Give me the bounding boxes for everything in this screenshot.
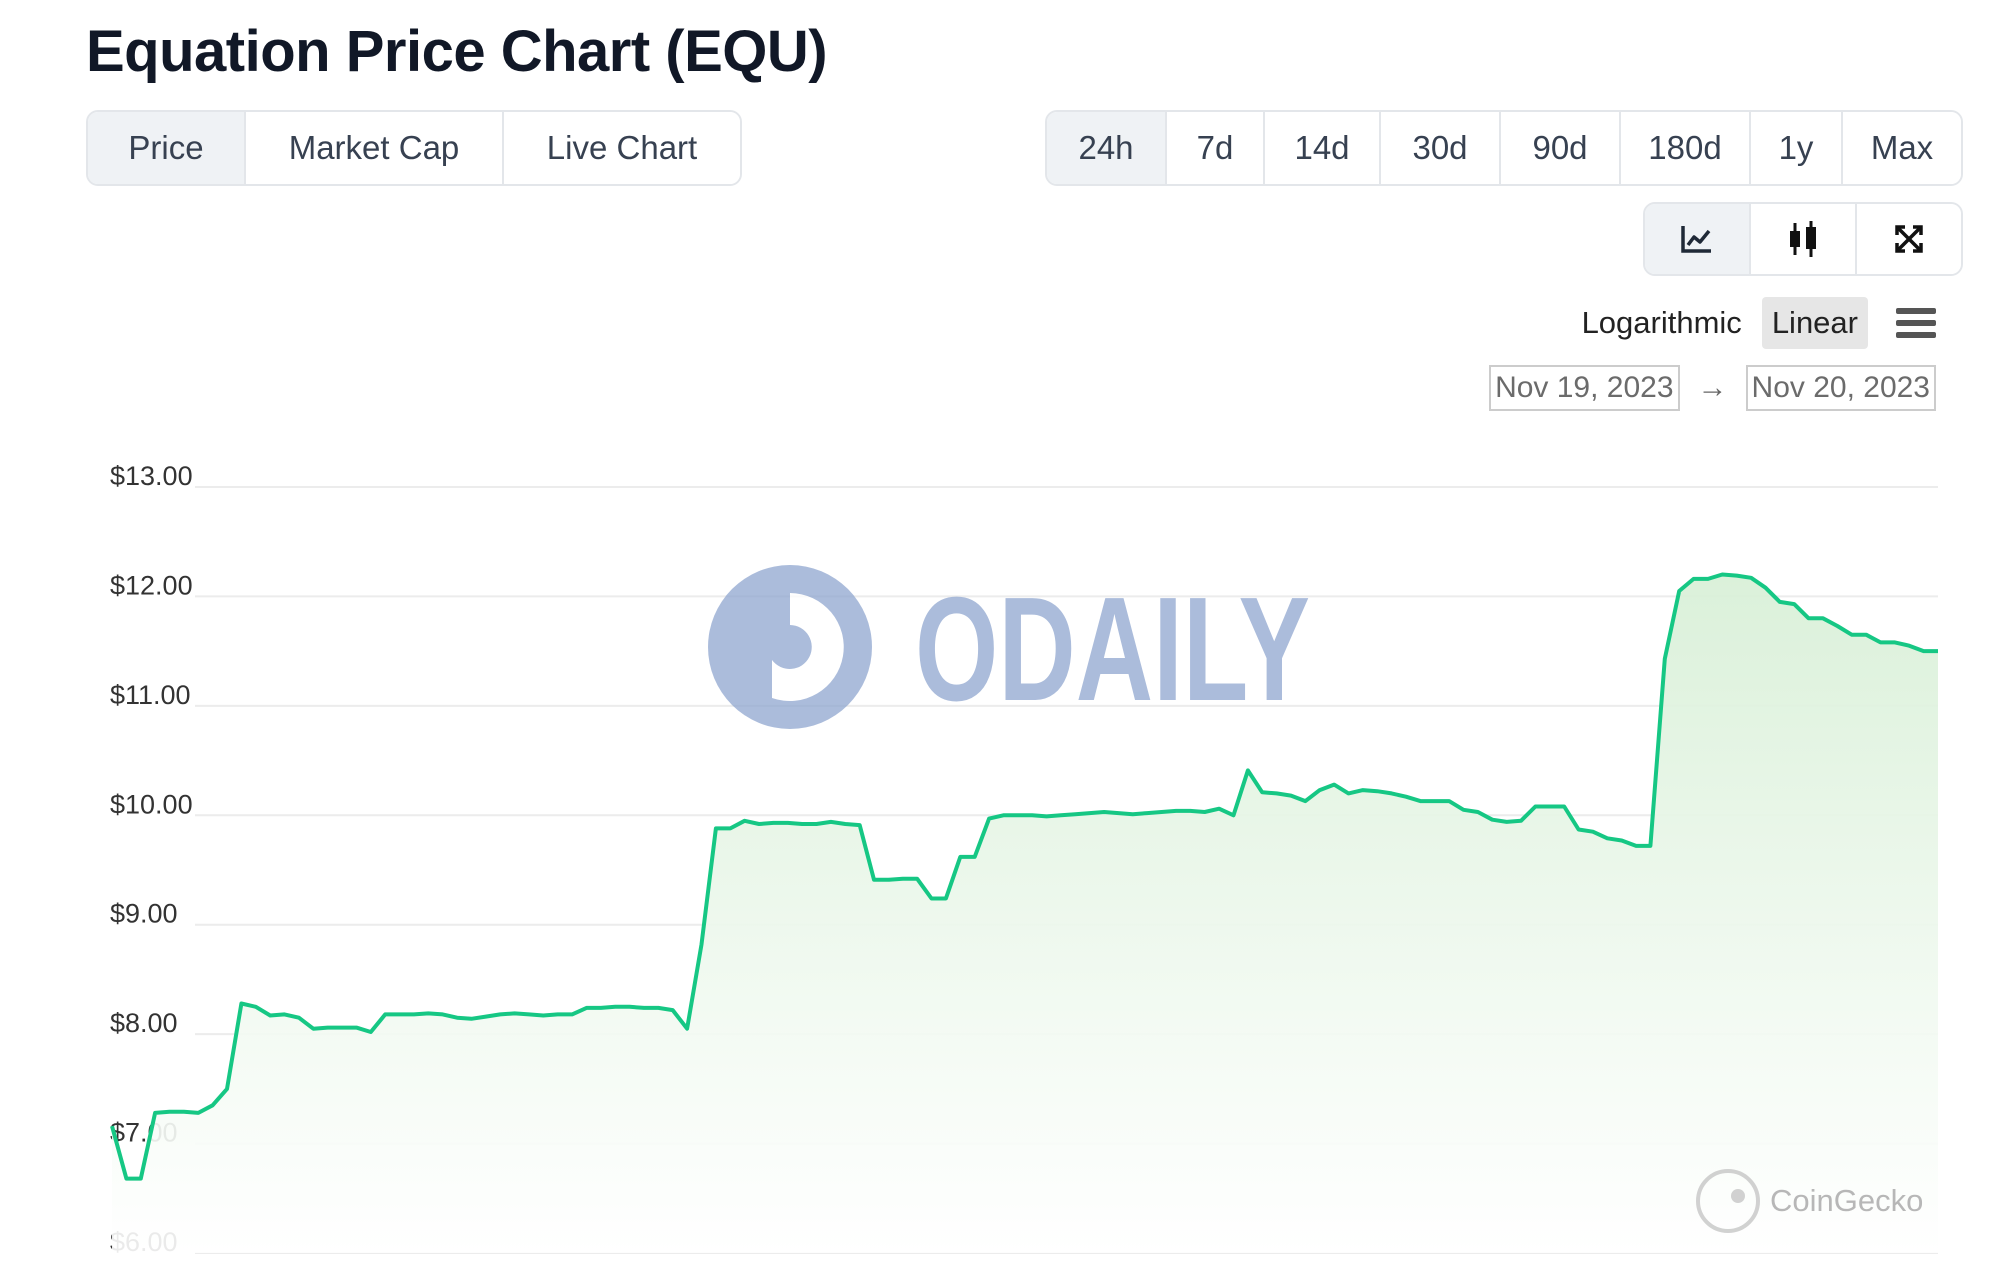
range-180d[interactable]: 180d [1621, 112, 1751, 184]
tab-price[interactable]: Price [88, 112, 246, 184]
fullscreen-button[interactable] [1857, 204, 1961, 274]
scale-linear-option[interactable]: Linear [1761, 297, 1868, 349]
tab-live-chart[interactable]: Live Chart [504, 112, 740, 184]
line-chart-icon [1681, 226, 1711, 253]
date-to-input[interactable]: Nov 20, 2023 [1745, 365, 1936, 411]
coingecko-watermark-text: CoinGecko [1770, 1183, 1923, 1218]
range-90d[interactable]: 90d [1501, 112, 1621, 184]
y-tick-label: $12.00 [110, 570, 193, 600]
candlestick-icon [1790, 221, 1816, 257]
range-max[interactable]: Max [1843, 112, 1961, 184]
time-range-selector: 24h 7d 14d 30d 90d 180d 1y Max [1045, 110, 1963, 186]
price-area-fill [112, 574, 1938, 1253]
line-chart-button[interactable] [1645, 204, 1751, 274]
fullscreen-icon [1895, 225, 1923, 253]
range-30d[interactable]: 30d [1381, 112, 1501, 184]
chart-type-tabs: Price Market Cap Live Chart [86, 110, 742, 186]
y-tick-label: $11.00 [110, 680, 191, 710]
odaily-watermark: ODAILY [708, 565, 1310, 732]
candlestick-button[interactable] [1751, 204, 1857, 274]
page-title: Equation Price Chart (EQU) [86, 19, 828, 84]
price-chart: $6.00$7.00$8.00$9.00$10.00$11.00$12.00$1… [110, 461, 1938, 1257]
arrow-right-icon: → [1697, 371, 1728, 404]
scale-logarithmic-option[interactable]: Logarithmic [1581, 305, 1742, 340]
tab-market-cap[interactable]: Market Cap [246, 112, 504, 184]
y-tick-label: $13.00 [110, 461, 193, 491]
odaily-watermark-text: ODAILY [915, 567, 1310, 732]
y-tick-label: $8.00 [110, 1008, 178, 1038]
date-from-input[interactable]: Nov 19, 2023 [1489, 365, 1680, 411]
range-1y[interactable]: 1y [1751, 112, 1843, 184]
scale-toggle: Logarithmic Linear [1572, 295, 1936, 351]
coingecko-watermark: CoinGecko [1696, 1169, 1923, 1233]
chart-view-selector [1643, 202, 1963, 276]
y-tick-label: $9.00 [110, 899, 178, 929]
menu-icon[interactable] [1896, 308, 1936, 338]
range-24h[interactable]: 24h [1047, 112, 1167, 184]
date-range: Nov 19, 2023 → Nov 20, 2023 [1489, 363, 1936, 413]
range-7d[interactable]: 7d [1167, 112, 1265, 184]
price-line [110, 572, 1938, 1181]
range-14d[interactable]: 14d [1265, 112, 1381, 184]
y-tick-label: $10.00 [110, 789, 193, 819]
